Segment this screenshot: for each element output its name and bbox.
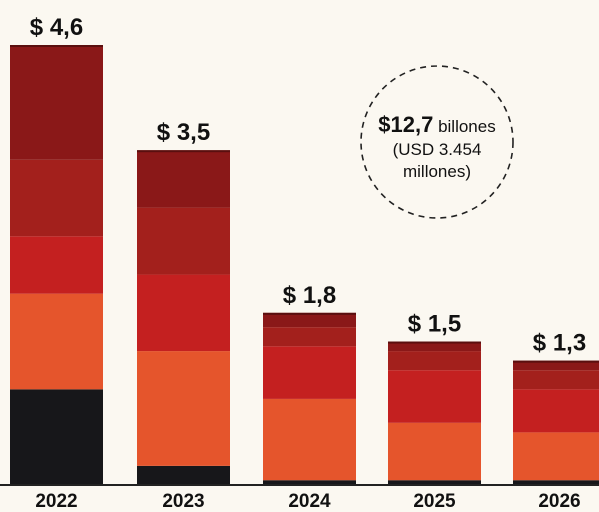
bar-2024-segment-3 <box>263 346 356 399</box>
bar-2025-segment-2 <box>388 422 481 481</box>
annotation-unit: billones <box>433 117 495 136</box>
bar-2026-segment-4 <box>513 370 599 390</box>
bar-2024-segment-1 <box>263 480 356 485</box>
category-label-2026: 2026 <box>538 491 580 512</box>
bar-2026-top-edge <box>513 360 599 363</box>
bar-2024-segment-4 <box>263 327 356 347</box>
annotation-line-1: $12,7 billones <box>378 112 495 137</box>
bar-2022-segment-5 <box>10 45 103 160</box>
bar-2026-segment-1 <box>513 480 599 485</box>
bar-2022-segment-1 <box>10 389 103 485</box>
bar-2023-segment-4 <box>137 207 230 275</box>
category-label-2025: 2025 <box>413 491 456 512</box>
bar-2024-segment-5 <box>263 312 356 328</box>
bar-2023-segment-1 <box>137 465 230 485</box>
bar-2023-segment-5 <box>137 150 230 208</box>
category-label-2024: 2024 <box>288 491 331 512</box>
annotation-circle <box>360 65 514 219</box>
value-label-2023: $ 3,5 <box>157 119 210 146</box>
bar-2026-segment-2 <box>513 432 599 481</box>
bar-2024-top-edge <box>263 312 356 315</box>
bar-2023-top-edge <box>137 150 230 153</box>
labels-layer: $ 4,6 2022 $ 3,5 2023 $ 1,8 2024 $ 1,5 2025 $ 1,… <box>30 14 586 512</box>
category-label-2022: 2022 <box>35 491 77 512</box>
bar-2025-segment-1 <box>388 480 481 485</box>
value-label-2025: $ 1,5 <box>408 311 461 338</box>
bar-2026-segment-5 <box>513 360 599 371</box>
bar-2022-segment-3 <box>10 236 103 294</box>
bar-2024-segment-2 <box>263 398 356 481</box>
value-label-2022: $ 4,6 <box>30 14 83 41</box>
bar-2025-segment-3 <box>388 370 481 423</box>
annotation-line-3: millones) <box>403 162 471 181</box>
annotation-amount: $12,7 <box>378 112 433 137</box>
bar-2022-segment-4 <box>10 159 103 237</box>
annotation-line-2: (USD 3.454 <box>393 140 482 159</box>
bars-layer <box>10 45 599 485</box>
bar-2026-segment-3 <box>513 389 599 433</box>
bar-2023-segment-3 <box>137 274 230 352</box>
bar-2023-segment-2 <box>137 351 230 466</box>
value-label-2024: $ 1,8 <box>283 282 336 309</box>
value-label-2026: $ 1,3 <box>533 330 586 357</box>
bar-2022-segment-2 <box>10 293 103 390</box>
bar-2025-segment-5 <box>388 341 481 352</box>
total-annotation: $12,7 billones (USD 3.454 millones) <box>360 65 514 219</box>
bar-2025-segment-4 <box>388 351 481 371</box>
bar-2025-top-edge <box>388 341 481 344</box>
category-label-2023: 2023 <box>162 491 204 512</box>
bar-2022-top-edge <box>10 45 103 47</box>
